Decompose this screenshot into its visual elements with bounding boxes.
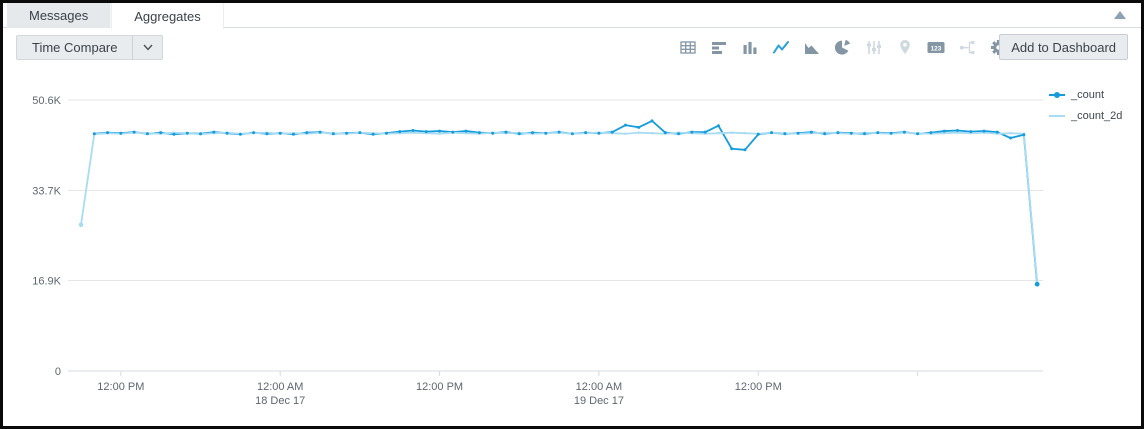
aggregates-chart: 0 16.9K 33.7K 50.6K 12:00 PM 12:00 AM 18 Dec 1…: [3, 65, 1144, 425]
tab-aggregates-label: Aggregates: [134, 8, 201, 24]
collapse-panel-button[interactable]: [1109, 6, 1131, 24]
svg-text:12:00 PM: 12:00 PM: [735, 381, 782, 393]
legend-item-count[interactable]: _count: [1049, 89, 1122, 101]
single-value-badge-text: 123: [931, 45, 942, 52]
svg-text:12:00 AM: 12:00 AM: [257, 381, 303, 393]
legend-label: _count: [1071, 89, 1105, 101]
svg-text:12:00 PM: 12:00 PM: [416, 381, 463, 393]
legend-label: _count_2d: [1071, 110, 1123, 122]
collapse-up-triangle-icon: [1114, 11, 1126, 19]
sliders-icon[interactable]: [865, 39, 883, 56]
time-compare-label: Time Compare: [32, 39, 118, 55]
bar-chart-horizontal-icon[interactable]: [710, 39, 728, 56]
chart-legend: _count _count_2d: [1049, 89, 1122, 131]
transpose-icon[interactable]: [958, 39, 976, 56]
aggregates-toolbar: Time Compare: [3, 29, 1141, 65]
svg-text:0: 0: [55, 366, 61, 378]
time-series-plot[interactable]: 0 16.9K 33.7K 50.6K 12:00 PM 12:00 AM 18 Dec 1…: [3, 73, 1144, 425]
svg-text:50.6K: 50.6K: [32, 95, 61, 107]
map-pin-icon[interactable]: [896, 39, 914, 56]
single-value-icon[interactable]: 123: [927, 39, 945, 56]
svg-text:33.7K: 33.7K: [32, 186, 61, 198]
svg-text:18 Dec 17: 18 Dec 17: [255, 395, 305, 407]
button-divider: [132, 35, 134, 59]
series-line-marker-icon: [1049, 91, 1065, 99]
time-compare-button[interactable]: Time Compare: [16, 34, 164, 60]
svg-text:12:00 AM: 12:00 AM: [576, 381, 622, 393]
svg-text:12:00 PM: 12:00 PM: [97, 381, 144, 393]
tab-bar: Messages Aggregates: [3, 3, 1141, 29]
chevron-down-icon[interactable]: [133, 44, 162, 51]
legend-item-count-2d[interactable]: _count_2d: [1049, 110, 1122, 122]
tab-aggregates[interactable]: Aggregates: [111, 3, 224, 29]
pie-chart-icon[interactable]: [834, 39, 852, 56]
line-chart-icon[interactable]: [772, 39, 790, 56]
svg-text:16.9K: 16.9K: [32, 275, 61, 287]
area-chart-icon[interactable]: [803, 39, 821, 56]
column-chart-icon[interactable]: [741, 39, 759, 56]
table-icon[interactable]: [679, 39, 697, 56]
tab-messages[interactable]: Messages: [7, 3, 112, 28]
tab-messages-label: Messages: [29, 8, 89, 23]
svg-text:19 Dec 17: 19 Dec 17: [574, 395, 624, 407]
add-to-dashboard-button[interactable]: Add to Dashboard: [999, 34, 1128, 60]
series-line-marker-icon: [1049, 112, 1065, 120]
chart-type-icon-row: 123: [679, 29, 1007, 65]
